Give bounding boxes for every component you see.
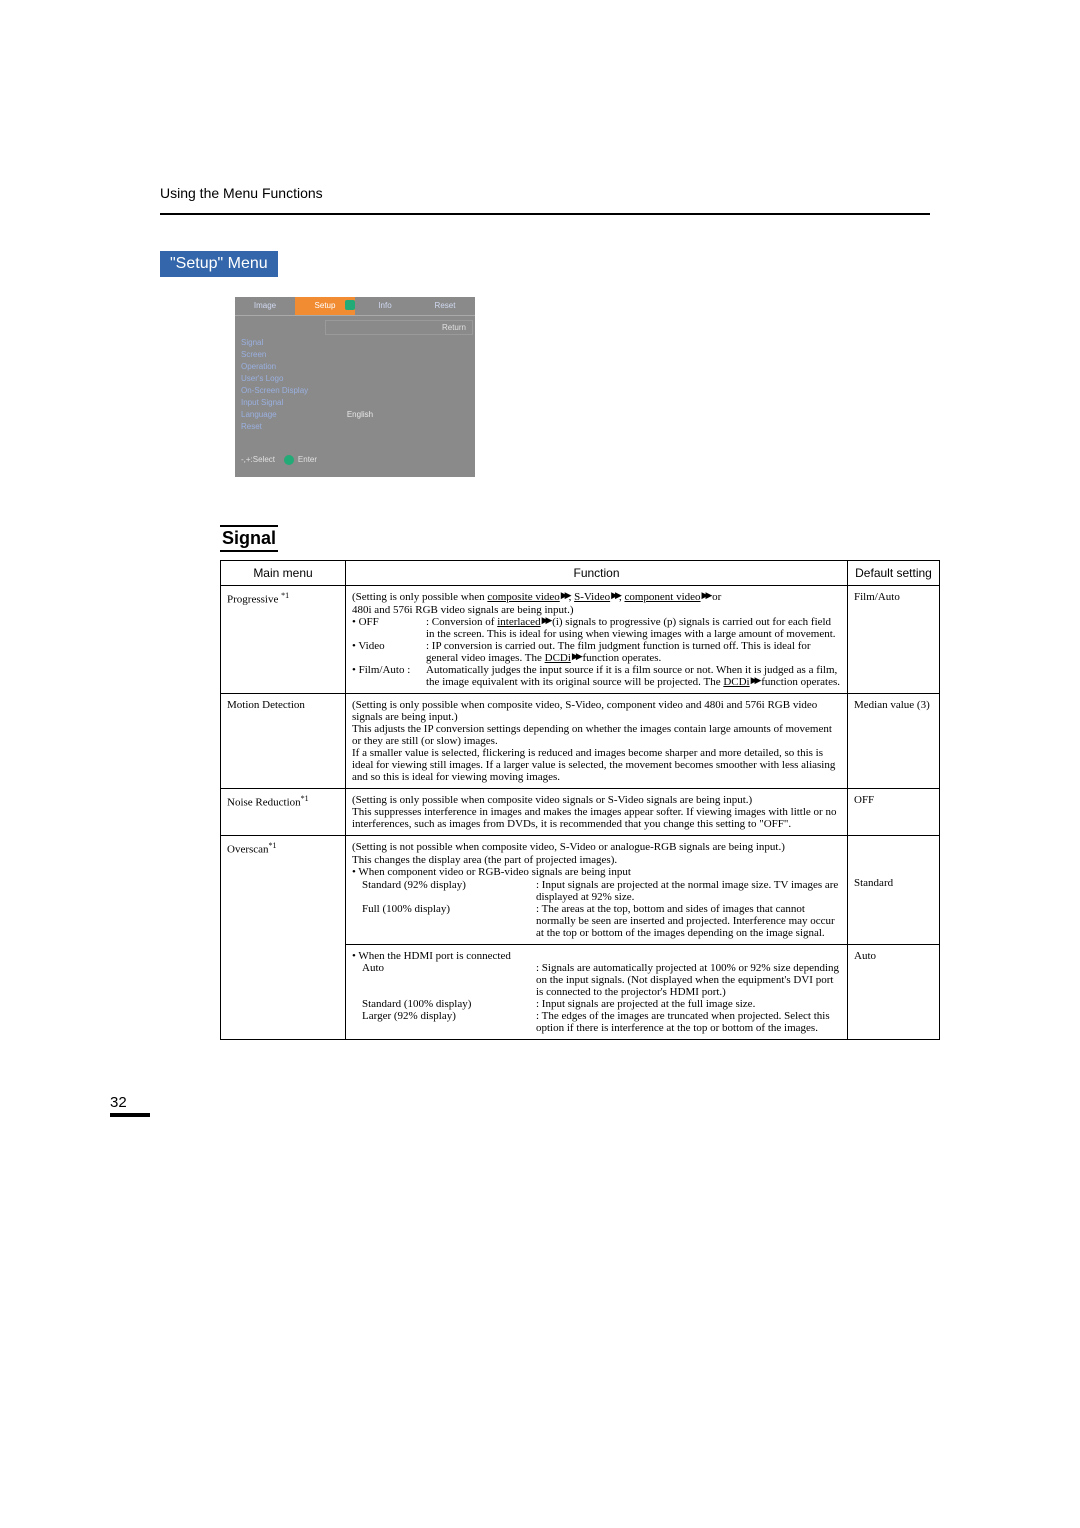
osd-item: On-Screen Display — [241, 385, 475, 397]
osd-item: Input Signal — [241, 397, 475, 409]
signal-heading: Signal — [220, 525, 278, 552]
osd-return: Return — [325, 320, 473, 335]
osd-list: Signal Screen Operation User's Logo On-S… — [241, 337, 475, 433]
section-title: "Setup" Menu — [160, 251, 278, 277]
page-breadcrumb: Using the Menu Functions — [160, 185, 930, 201]
row-sup: *1 — [301, 794, 309, 803]
row-main: Progressive — [227, 594, 281, 606]
osd-screenshot: Image Setup Info Reset Return Signal Scr… — [235, 297, 475, 477]
row-def: OFF — [848, 789, 940, 836]
row-main: Overscan — [227, 844, 269, 856]
page-number: 32 — [110, 1094, 930, 1111]
th-main: Main menu — [221, 561, 346, 586]
osd-item: Language English — [241, 409, 475, 421]
row-func: • When the HDMI port is connected Auto :… — [346, 944, 848, 1040]
glossary-icon: ▶▶ — [572, 652, 580, 660]
osd-item: Signal — [241, 337, 475, 349]
osd-footer-enter: Enter — [298, 455, 317, 464]
table-row: Noise Reduction*1 (Setting is only possi… — [221, 789, 940, 836]
table-row: Progressive *1 (Setting is only possible… — [221, 586, 940, 694]
th-def: Default setting — [848, 561, 940, 586]
row-def: Standard — [848, 836, 940, 945]
row-func: (Setting is not possible when composite … — [346, 836, 848, 945]
row-func: (Setting is only possible when composite… — [346, 694, 848, 789]
row-main: Motion Detection — [221, 694, 346, 789]
row-sup: *1 — [281, 591, 289, 600]
row-func: (Setting is only possible when composite… — [346, 789, 848, 836]
page-number-bar — [110, 1113, 150, 1117]
row-sup: *1 — [269, 841, 277, 850]
row-func: (Setting is only possible when composite… — [346, 586, 848, 694]
enter-icon — [284, 455, 294, 465]
glossary-icon: ▶▶ — [561, 591, 569, 599]
table-row: Overscan*1 (Setting is not possible when… — [221, 836, 940, 945]
osd-item-label: Language — [241, 410, 277, 419]
osd-item: Reset — [241, 421, 475, 433]
osd-footer: -,+:Select Enter — [241, 455, 475, 465]
osd-tab-info: Info — [355, 297, 415, 315]
row-def: Auto — [848, 944, 940, 1040]
row-def: Median value (3) — [848, 694, 940, 789]
osd-tab-image: Image — [235, 297, 295, 315]
signal-table: Main menu Function Default setting Progr… — [220, 560, 940, 1040]
osd-tab-reset: Reset — [415, 297, 475, 315]
osd-item-value: English — [347, 410, 373, 419]
th-func: Function — [346, 561, 848, 586]
table-row: Motion Detection (Setting is only possib… — [221, 694, 940, 789]
glossary-icon: ▶▶ — [611, 591, 619, 599]
osd-item: Screen — [241, 349, 475, 361]
osd-tab-setup: Setup — [295, 297, 355, 315]
row-def: Film/Auto — [848, 586, 940, 694]
row-main: Noise Reduction — [227, 797, 301, 809]
divider — [160, 213, 930, 215]
osd-footer-select: -,+:Select — [241, 455, 275, 464]
osd-item: Operation — [241, 361, 475, 373]
osd-item: User's Logo — [241, 373, 475, 385]
